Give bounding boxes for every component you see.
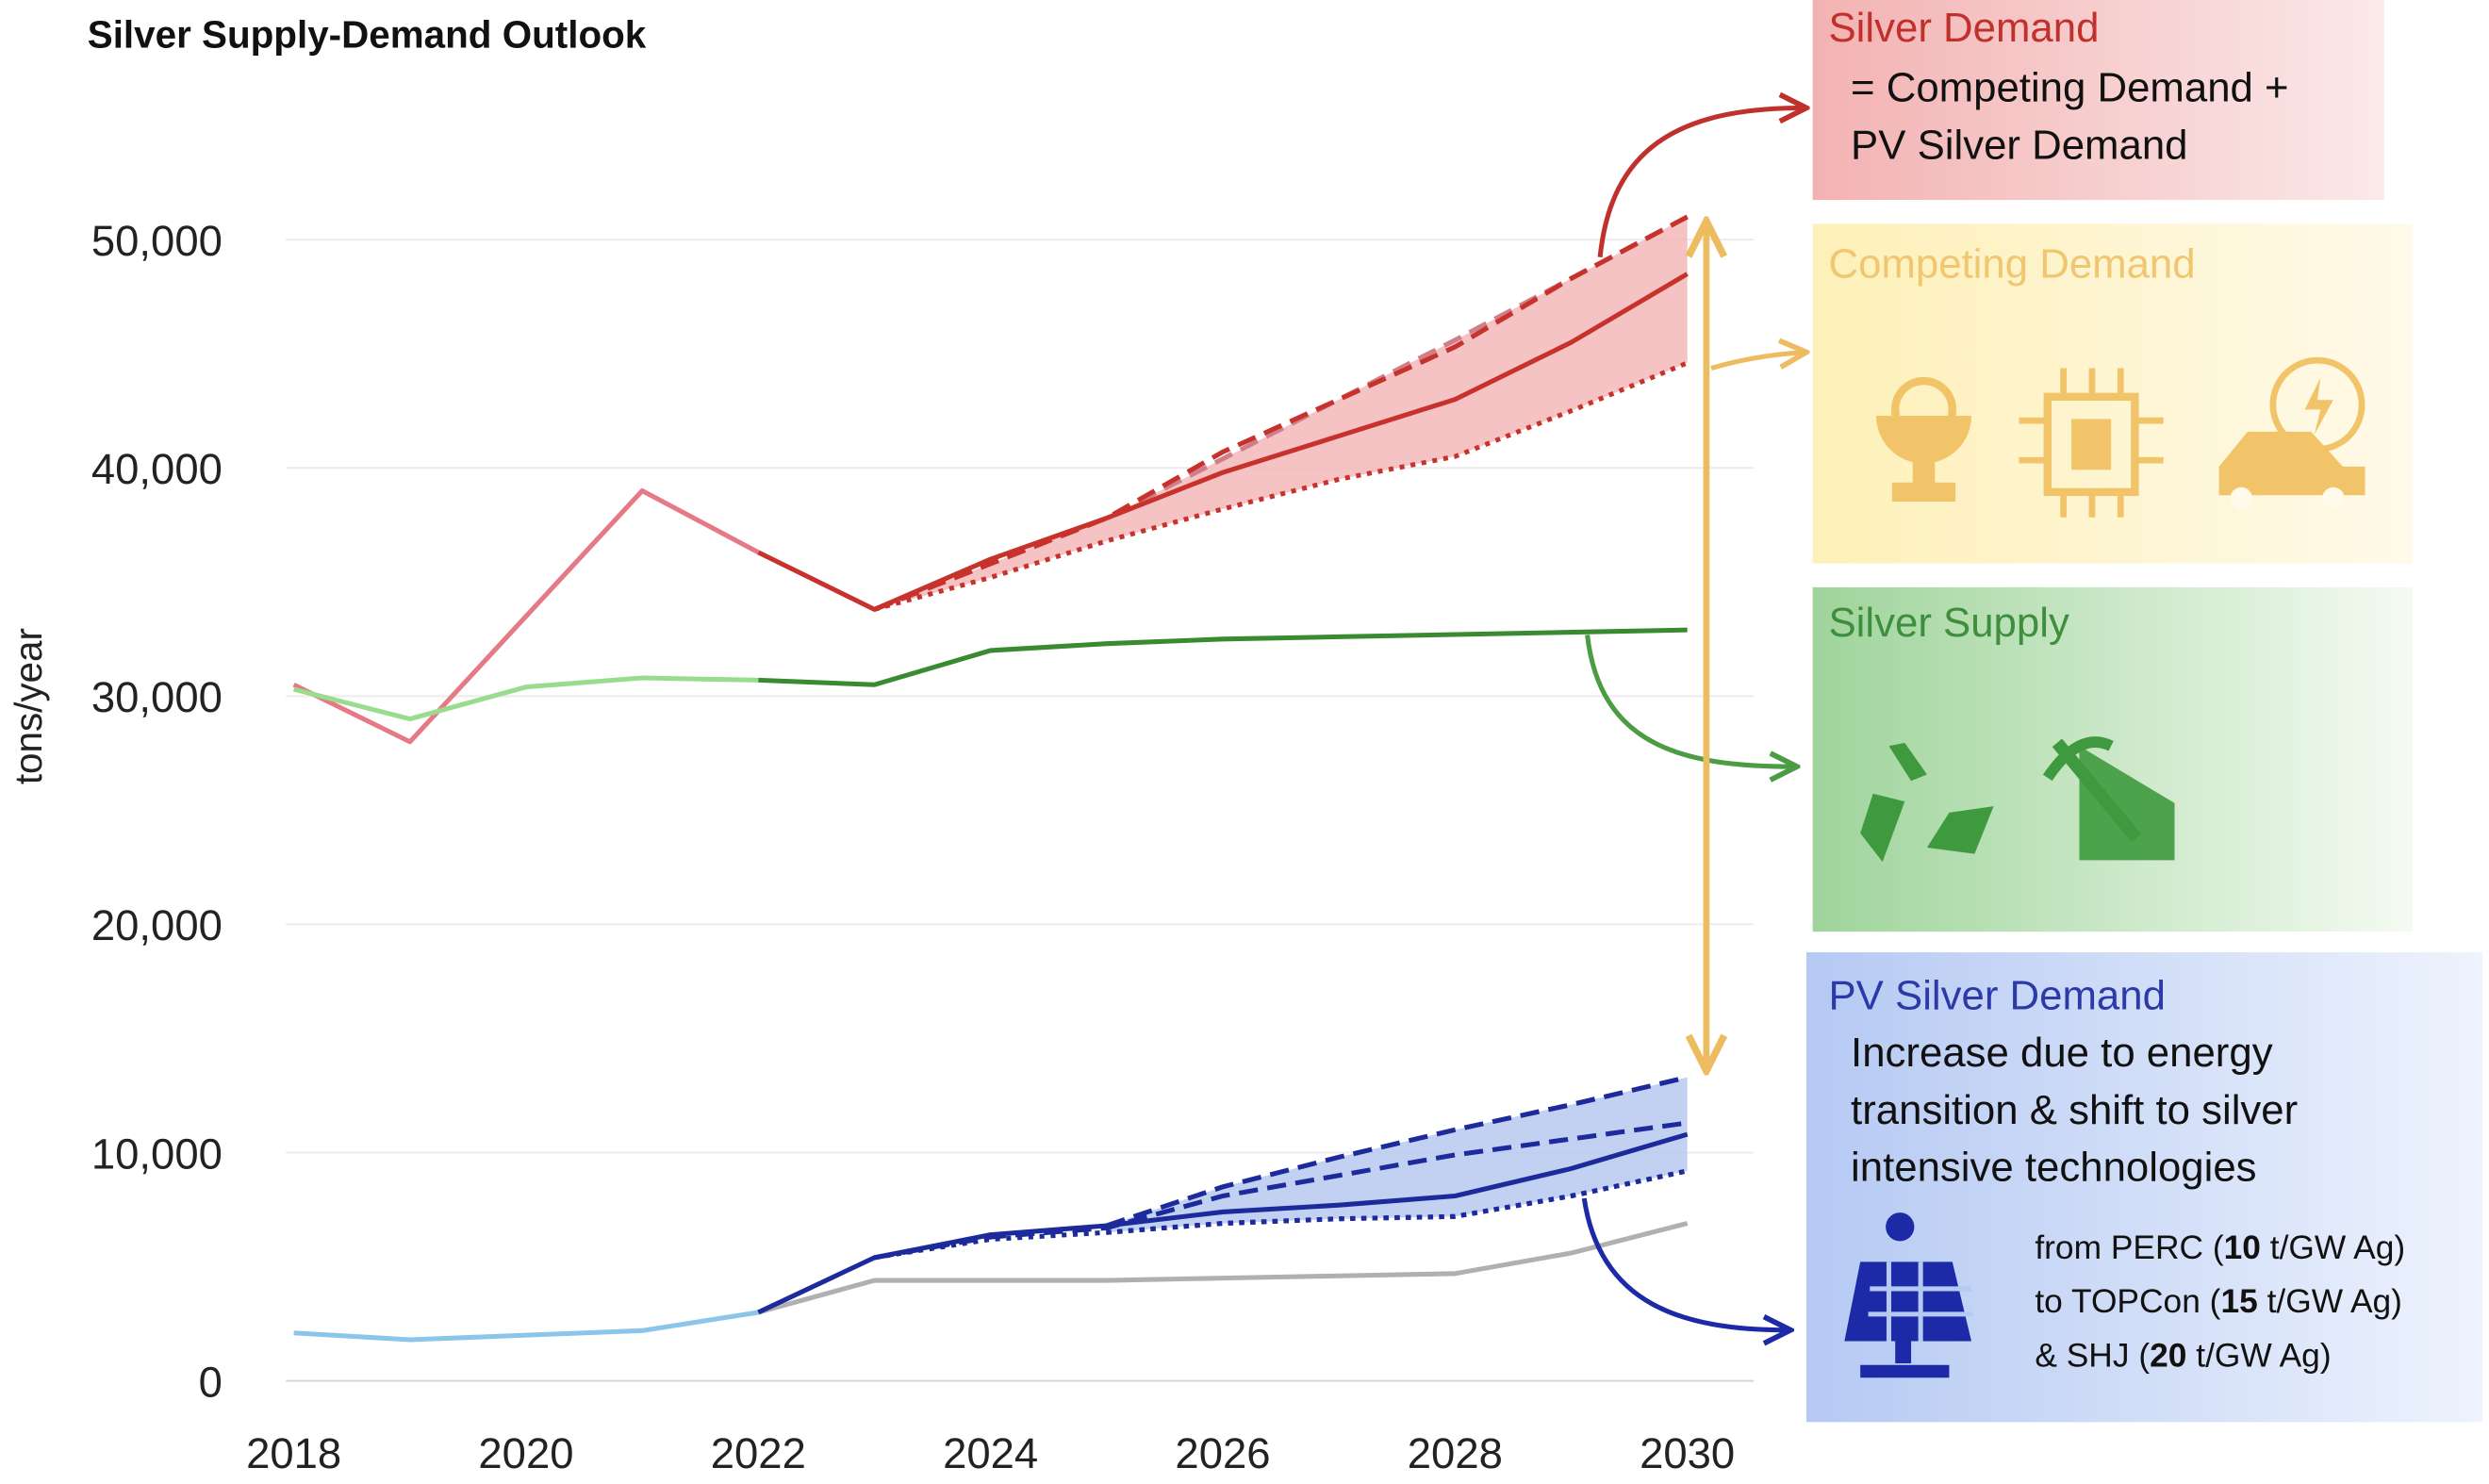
x-tick-label: 2020: [478, 1429, 573, 1477]
x-tick-label: 2018: [246, 1429, 341, 1477]
series-line: [873, 360, 1689, 612]
panel-title: Silver Demand: [1828, 5, 2099, 51]
demand-panel: [1812, 0, 2384, 201]
tech-text: t/GW Ag): [2258, 1283, 2402, 1320]
tech-line: to TOPCon (15 t/GW Ag): [2035, 1283, 2402, 1320]
y-tick-label: 10,000: [91, 1129, 223, 1178]
x-tick-label: 2024: [943, 1429, 1038, 1477]
y-tick-label: 0: [199, 1358, 223, 1406]
series-line: [873, 214, 1689, 612]
arrow: [1581, 1197, 1787, 1330]
series-line: [292, 487, 760, 745]
panel-text: intensive technologies: [1851, 1144, 2257, 1190]
panels: Silver Demand = Competing Demand + PV Si…: [1805, 0, 2483, 1423]
series-line: [757, 1131, 1689, 1315]
supply-icons: [1860, 736, 2175, 863]
tech-text: & SHJ (: [2035, 1337, 2150, 1374]
series-line: [757, 272, 1689, 612]
tech-text: t/GW Ag): [2261, 1229, 2405, 1266]
panel-text: = Competing Demand +: [1851, 65, 2289, 111]
plot: 0 10,000 20,000 30,000 40,000 50,000 2018 2020 2…: [91, 214, 1755, 1477]
series-line: [757, 1221, 1689, 1315]
x-tick-label: 2022: [711, 1429, 806, 1477]
y-tick-label: 50,000: [91, 217, 223, 265]
series-line: [758, 627, 1688, 687]
series-line: [293, 1310, 759, 1343]
chart-title: Silver Supply-Demand Outlook: [88, 13, 647, 57]
y-tick-label: 20,000: [91, 901, 223, 949]
series-line: [874, 1168, 1689, 1261]
x-tick-label: 2026: [1175, 1429, 1270, 1477]
tech-figure: 10: [2224, 1229, 2261, 1266]
series-line: [293, 675, 759, 722]
tech-figure: 20: [2150, 1337, 2186, 1374]
panel-title: Competing Demand: [1828, 241, 2195, 288]
band: [1106, 1077, 1688, 1233]
panel-title: Silver Supply: [1828, 600, 2069, 646]
panel-text: PV Silver Demand: [1851, 122, 2187, 168]
panel-text: Increase due to energy: [1851, 1030, 2273, 1076]
tech-text: t/GW Ag): [2186, 1337, 2331, 1374]
panel-text: transition & shift to silver: [1851, 1087, 2298, 1133]
arrow: [1710, 353, 1804, 371]
tech-text: to TOPCon (: [2035, 1283, 2220, 1320]
tech-text: from PERC (: [2035, 1229, 2224, 1266]
series-line: [873, 214, 1689, 612]
competing-icons: [1876, 356, 2365, 518]
panel-title: PV Silver Demand: [1828, 973, 2165, 1019]
x-tick-label: 2028: [1408, 1429, 1503, 1477]
series-line: [1106, 1075, 1689, 1228]
arrow: [1597, 107, 1803, 257]
pv-panel: [1805, 952, 2483, 1423]
x-tick-label: 2030: [1640, 1429, 1735, 1477]
tech-line: & SHJ (20 t/GW Ag): [2035, 1337, 2331, 1374]
solar-icon: [1844, 1212, 1973, 1378]
series-line: [874, 1120, 1689, 1261]
y-axis-label: tons/year: [7, 628, 50, 784]
y-tick-label: 30,000: [91, 673, 223, 721]
band: [874, 216, 1688, 610]
arrows: [1581, 107, 1804, 1330]
tech-figure: 15: [2220, 1283, 2257, 1320]
y-tick-label: 40,000: [91, 445, 223, 493]
tech-line: from PERC (10 t/GW Ag): [2035, 1229, 2405, 1266]
arrow: [1585, 635, 1794, 767]
